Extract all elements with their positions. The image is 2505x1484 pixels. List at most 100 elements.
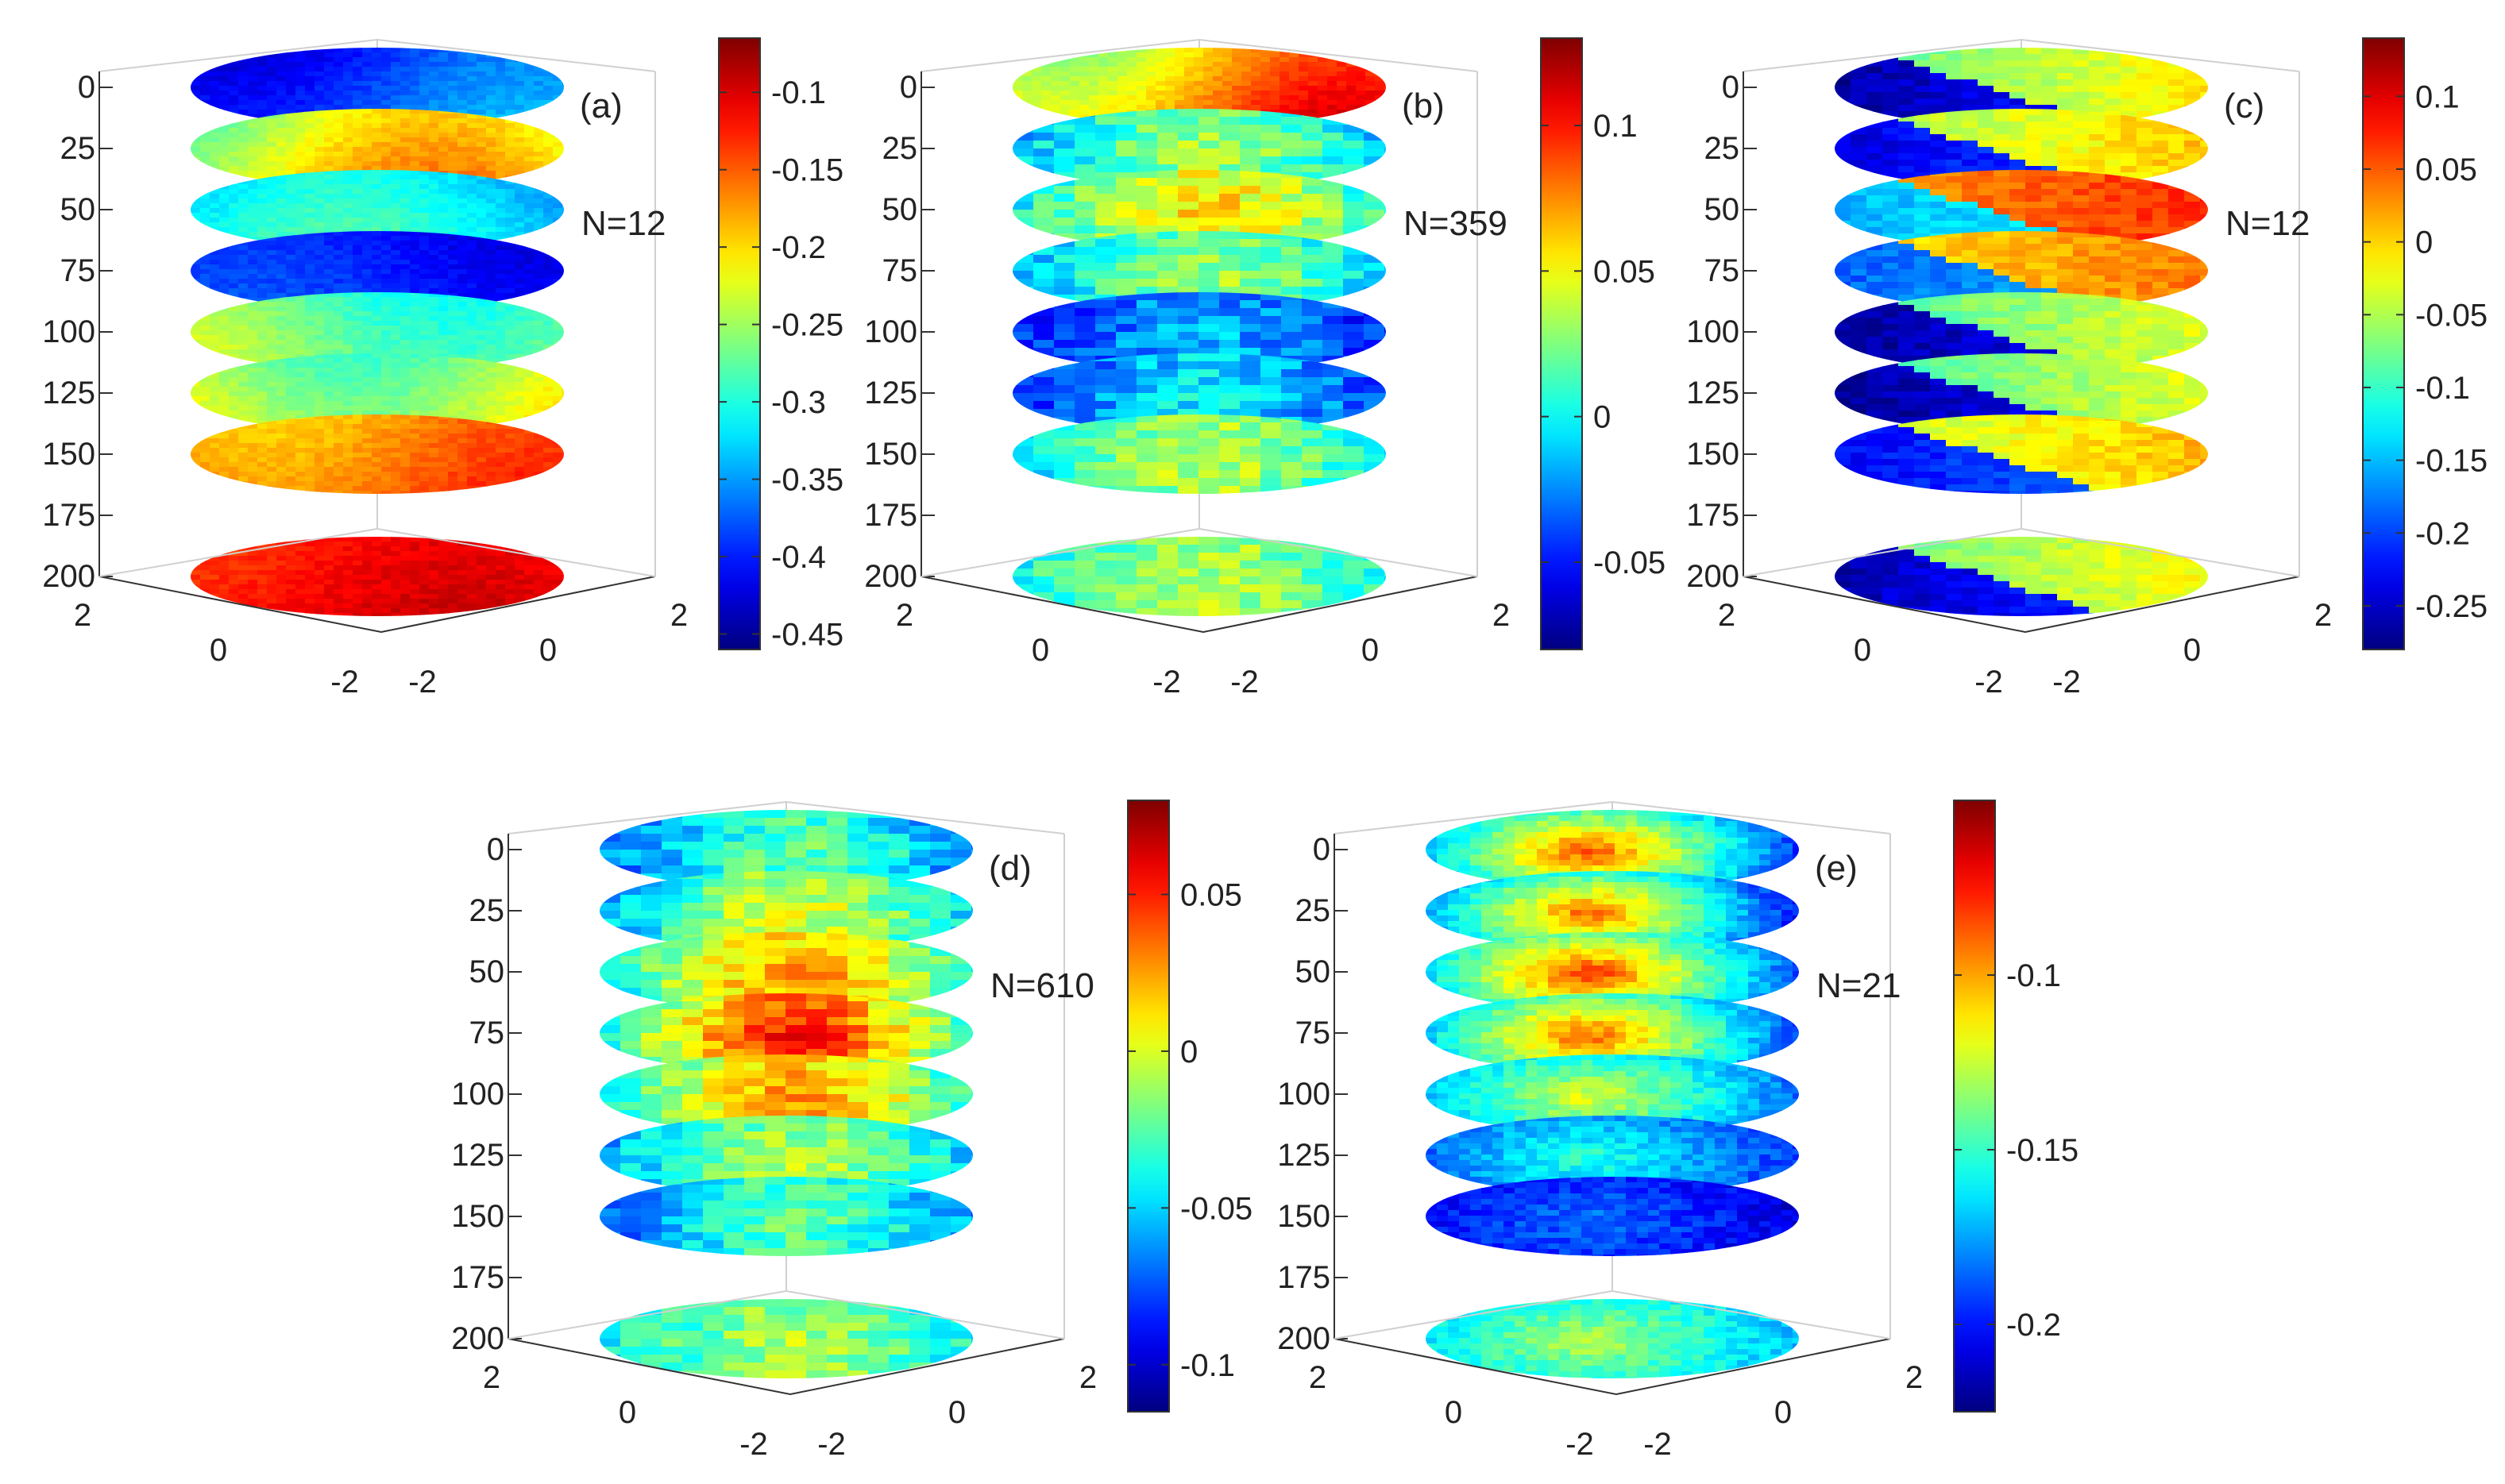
slice-cell	[343, 429, 353, 434]
slice-cell	[210, 467, 220, 472]
slice-cell	[286, 415, 296, 421]
slice-cell	[353, 486, 363, 491]
slice-cell	[457, 62, 468, 67]
slice-cell	[343, 546, 353, 552]
slice-cell	[391, 438, 401, 444]
slice-cell	[438, 330, 449, 336]
slice-cell	[343, 170, 353, 175]
slice-cell	[448, 133, 458, 138]
slice-cell	[448, 486, 458, 491]
slice-cell	[391, 551, 401, 557]
slice-cell	[267, 260, 277, 265]
slice-cell	[496, 372, 506, 378]
slice-cell	[391, 175, 401, 180]
slice-cell	[248, 95, 258, 101]
slice-cell	[295, 326, 306, 331]
slice-cell	[438, 105, 449, 110]
slice-cell	[457, 213, 468, 218]
slice-cell	[238, 123, 249, 129]
slice-cell	[229, 335, 239, 341]
slice-cell	[486, 406, 496, 411]
slice-cell	[229, 306, 239, 312]
slice-cell	[410, 462, 420, 468]
slice-cell	[410, 311, 420, 317]
slice-cell	[248, 184, 258, 190]
slice-cell	[267, 330, 277, 336]
slice-cell	[429, 62, 439, 67]
slice-cell	[200, 71, 210, 77]
slice-cell	[315, 184, 325, 190]
slice-cell	[457, 406, 468, 411]
slice-cell	[524, 283, 535, 289]
slice-cell	[248, 288, 258, 294]
slice-cell	[257, 321, 268, 326]
slice-cell	[496, 57, 506, 63]
slice-cell	[200, 453, 210, 458]
slice-cell	[324, 396, 334, 402]
slice-cell	[295, 340, 306, 345]
slice-cell	[267, 297, 277, 303]
slice-cell	[267, 91, 277, 96]
slice-cell	[438, 340, 449, 345]
slice-cell	[429, 406, 439, 411]
slice-cell	[457, 236, 468, 241]
slice-cell	[457, 52, 468, 58]
slice-cell	[219, 213, 230, 218]
slice-cell	[429, 387, 439, 392]
slice-cell	[210, 250, 220, 256]
slice-cell	[353, 443, 363, 449]
slice-cell	[515, 288, 525, 294]
slice-cell	[515, 377, 525, 383]
slice-cell	[515, 467, 525, 472]
slice-cell	[410, 546, 420, 552]
slice-cell	[524, 189, 535, 195]
slice-cell	[229, 62, 239, 67]
slice-cell	[362, 316, 372, 322]
slice-cell	[419, 179, 430, 185]
slice-cell	[486, 457, 496, 463]
slice-cell	[210, 255, 220, 260]
slice-cell	[267, 279, 277, 284]
slice-cell	[248, 279, 258, 284]
slice-cell	[543, 222, 554, 228]
slice-cell	[362, 105, 372, 110]
slice-cell	[400, 457, 411, 463]
slice-cell	[219, 128, 230, 133]
slice-cell	[305, 387, 315, 392]
slice-cell	[238, 133, 249, 138]
slice-cell	[505, 100, 515, 106]
slice-cell	[238, 302, 249, 307]
slice-cell	[353, 491, 363, 494]
slice-cell	[457, 424, 468, 430]
slice-cell	[219, 340, 230, 345]
slice-cell	[200, 382, 210, 387]
slice-cell	[496, 340, 506, 345]
slice-cell	[353, 326, 363, 331]
slice-cell	[343, 467, 353, 472]
slice-cell	[315, 86, 325, 91]
slice-cell	[276, 255, 287, 260]
slice-cell	[400, 152, 411, 157]
slice-cell	[191, 457, 201, 463]
slice-cell	[457, 396, 468, 402]
slice-cell	[543, 194, 554, 199]
slice-cell	[210, 443, 220, 449]
slice-cell	[477, 147, 487, 152]
slice-cell	[410, 302, 420, 307]
slice-cell	[391, 57, 401, 63]
slice-cell	[477, 62, 487, 67]
slice-cell	[248, 156, 258, 162]
slice-cell	[400, 274, 411, 279]
slice-cell	[238, 213, 249, 218]
slice-cell	[219, 453, 230, 458]
slice-cell	[400, 105, 411, 110]
slice-cell	[429, 467, 439, 472]
slice-cell	[200, 269, 210, 275]
slice-cell	[267, 443, 277, 449]
slice-cell	[315, 203, 325, 209]
slice-cell	[400, 358, 411, 364]
slice-cell	[391, 556, 401, 561]
slice-cell	[219, 62, 230, 67]
slice-cell	[362, 292, 372, 298]
slice-cell	[362, 406, 372, 411]
